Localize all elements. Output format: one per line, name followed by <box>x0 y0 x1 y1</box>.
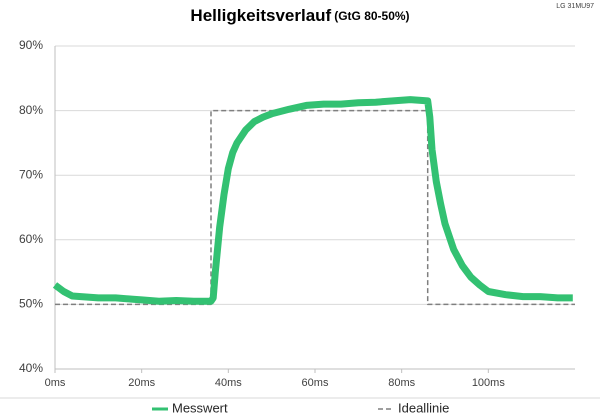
x-tick-label: 40ms <box>215 377 242 389</box>
y-tick-label: 70% <box>19 167 43 181</box>
x-tick-label: 80ms <box>388 377 415 389</box>
x-tick-label: 100ms <box>472 377 506 389</box>
chart-title: Helligkeitsverlauf <box>190 6 331 25</box>
chart-title-group: Helligkeitsverlauf (GtG 80-50%) <box>190 6 409 25</box>
y-tick-label: 60% <box>19 232 43 246</box>
y-tick-label: 50% <box>19 297 43 311</box>
y-tick-label: 80% <box>19 103 43 117</box>
data-line <box>52 96 573 305</box>
y-tick-label: 90% <box>19 38 43 52</box>
x-tick-label: 0ms <box>45 377 66 389</box>
x-tick-label: 60ms <box>302 377 329 389</box>
annotation: LG 31MU97 <box>556 3 594 10</box>
y-tick-label: 40% <box>19 361 43 375</box>
data-line <box>55 109 575 306</box>
chart-subtitle: (GtG 80-50%) <box>334 9 409 23</box>
legend-label: Messwert <box>172 400 228 415</box>
legend-label: Ideallinie <box>398 400 449 415</box>
x-tick-label: 20ms <box>128 377 155 389</box>
